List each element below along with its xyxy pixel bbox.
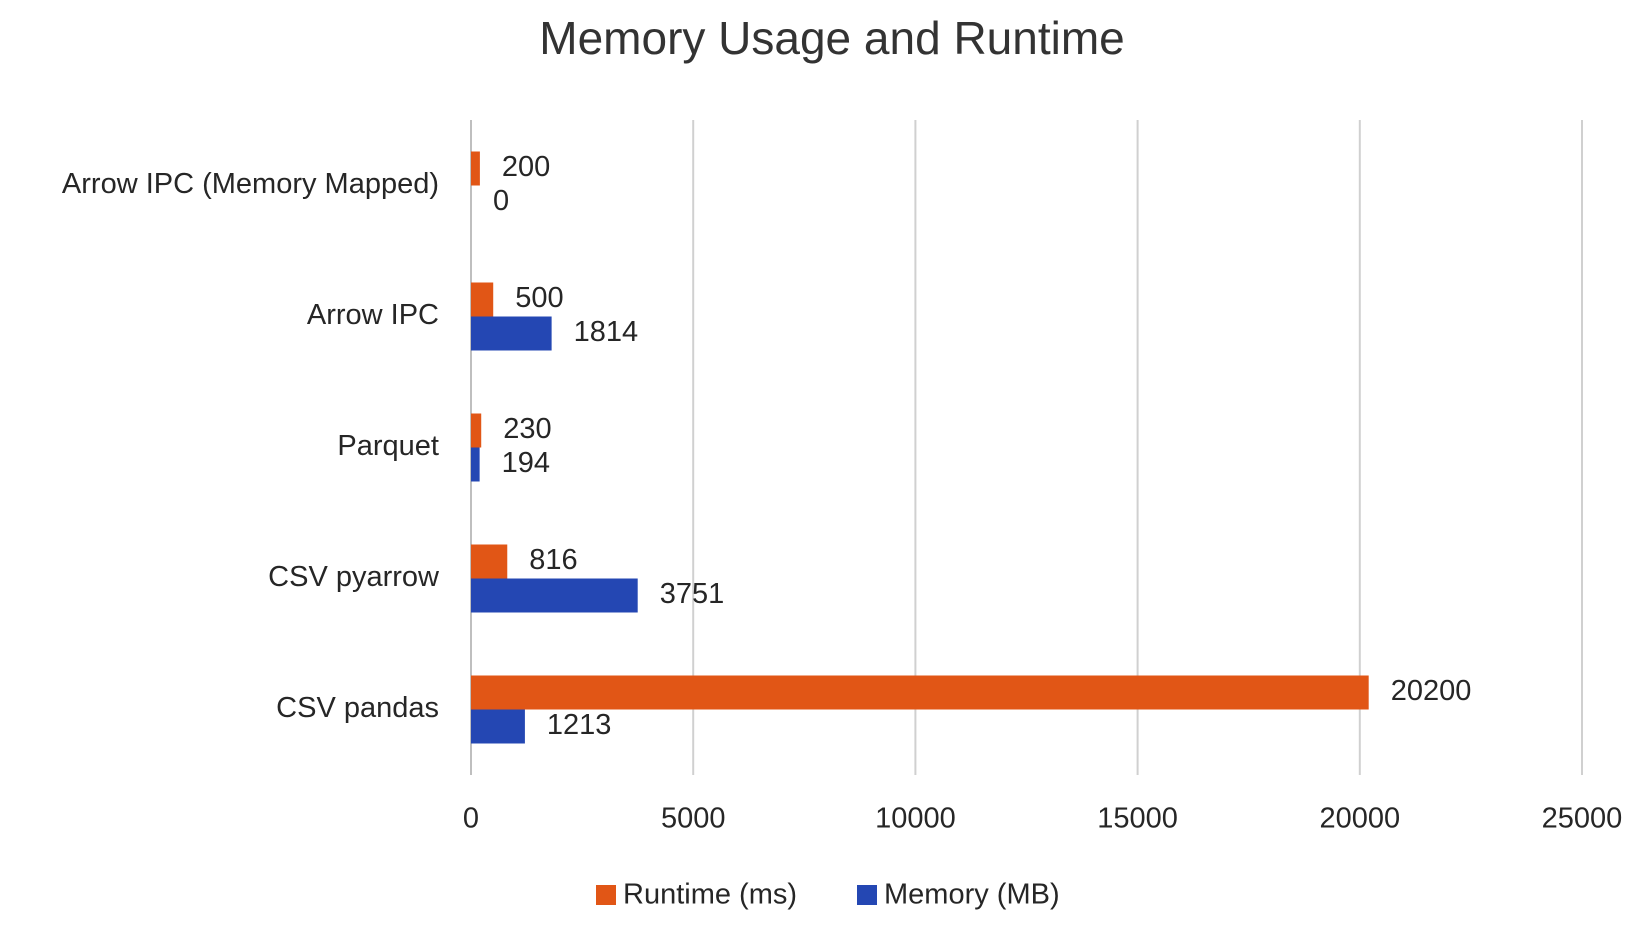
y-tick-label: Arrow IPC (Memory Mapped) bbox=[62, 168, 439, 200]
data-label: 194 bbox=[502, 447, 550, 479]
legend-label: Memory (MB) bbox=[884, 879, 1060, 911]
bar bbox=[471, 316, 552, 351]
data-label: 20200 bbox=[1391, 675, 1472, 707]
data-label: 1814 bbox=[574, 316, 639, 348]
x-tick-label: 0 bbox=[463, 803, 479, 835]
x-tick-label: 10000 bbox=[875, 803, 956, 835]
bar bbox=[471, 413, 482, 448]
chart-title: Memory Usage and Runtime bbox=[539, 12, 1124, 64]
data-label: 0 bbox=[493, 185, 509, 217]
bar bbox=[471, 447, 480, 482]
y-tick-label: CSV pandas bbox=[276, 692, 439, 724]
bar bbox=[471, 151, 480, 186]
y-tick-label: Arrow IPC bbox=[307, 299, 439, 331]
legend-swatch bbox=[857, 885, 877, 905]
bar bbox=[471, 709, 525, 744]
data-label: 500 bbox=[515, 282, 563, 314]
bar bbox=[471, 282, 494, 317]
bar bbox=[471, 544, 508, 579]
x-tick-label: 20000 bbox=[1319, 803, 1400, 835]
data-label: 816 bbox=[529, 544, 577, 576]
x-tick-label: 25000 bbox=[1542, 803, 1623, 835]
bar bbox=[471, 675, 1369, 710]
y-tick-label: Parquet bbox=[337, 430, 439, 462]
legend-swatch bbox=[596, 885, 616, 905]
data-label: 1213 bbox=[547, 709, 612, 741]
data-label: 230 bbox=[503, 413, 551, 445]
x-tick-label: 5000 bbox=[661, 803, 726, 835]
x-tick-label: 15000 bbox=[1097, 803, 1178, 835]
bar bbox=[471, 578, 638, 613]
data-label: 200 bbox=[502, 151, 550, 183]
data-label: 3751 bbox=[660, 578, 725, 610]
legend-label: Runtime (ms) bbox=[623, 879, 797, 911]
y-tick-label: CSV pyarrow bbox=[268, 561, 440, 593]
